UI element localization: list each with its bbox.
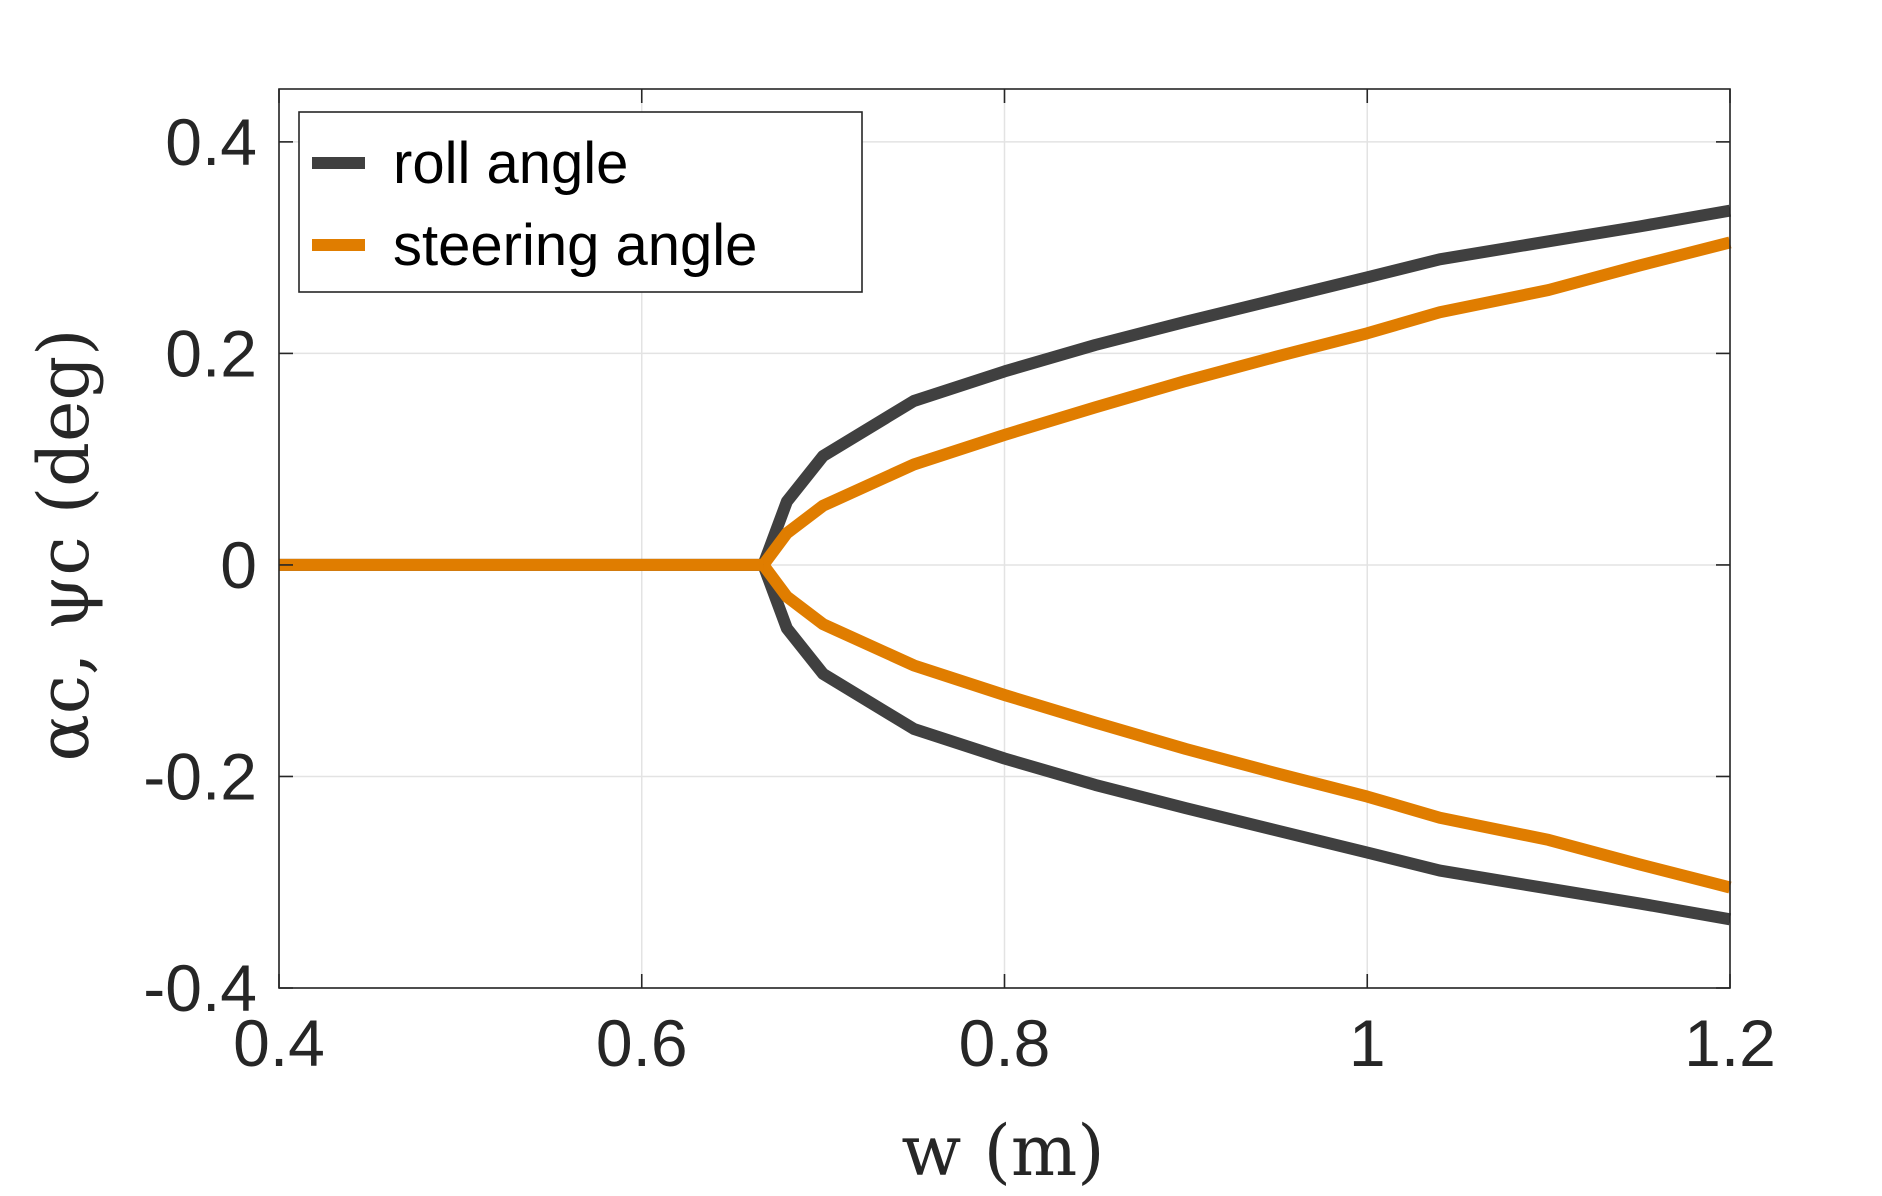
y-axis-label: αc, ψc (deg) [23, 329, 105, 762]
y-tick-label-4: 0.4 [165, 105, 257, 179]
steering-angle-upper-branch [758, 236, 1732, 569]
roll-angle-lower-branch [757, 562, 1732, 926]
series-layer [279, 204, 1732, 926]
legend: roll angle steering angle [298, 111, 863, 293]
ticks-layer: 0.4 0.6 0.8 1 1.2 -0.4 -0.2 0 0.2 0.4 [143, 89, 1776, 1080]
legend-label-steering-angle: steering angle [393, 213, 757, 278]
y-tick-label-2: 0 [220, 528, 257, 602]
x-tick-label-4: 1.2 [1684, 1006, 1776, 1080]
x-tick-label-3: 1 [1349, 1006, 1386, 1080]
steering-angle-lower-branch [758, 561, 1732, 894]
legend-label-roll-angle: roll angle [393, 131, 628, 196]
x-tick-label-0: 0.4 [233, 1006, 325, 1080]
y-tick-label-3: 0.2 [165, 316, 257, 390]
x-axis-label-text: w (m) [901, 1110, 1104, 1192]
x-axis-label: w (m) [901, 1110, 1104, 1192]
y-tick-label-0: -0.4 [143, 951, 257, 1025]
roll-angle-upper-branch [757, 204, 1732, 567]
legend-box [298, 111, 863, 293]
x-tick-label-2: 0.8 [959, 1006, 1051, 1080]
y-tick-label-1: -0.2 [143, 739, 257, 813]
x-tick-label-1: 0.6 [596, 1006, 688, 1080]
y-axis-label-text: αc, ψc (deg) [23, 329, 105, 762]
